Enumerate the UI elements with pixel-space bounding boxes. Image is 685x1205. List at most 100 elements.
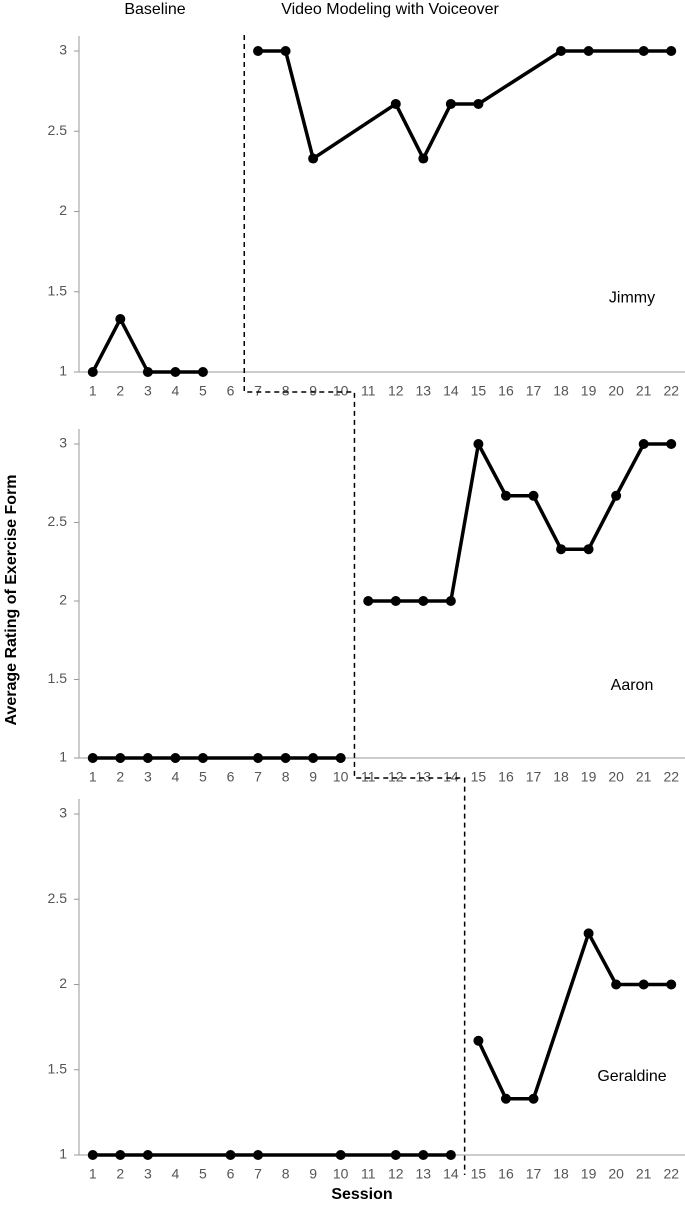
x-tick-label: 15 [471, 769, 487, 785]
data-point [280, 753, 291, 763]
phase-change-line [243, 35, 466, 1175]
data-point [500, 490, 511, 501]
data-point [638, 979, 649, 990]
x-tick-label: 6 [227, 769, 235, 785]
x-tick-label: 5 [199, 769, 207, 785]
x-tick-label: 2 [116, 769, 124, 785]
x-tick-label: 8 [282, 769, 290, 785]
y-tick-label: 1.5 [48, 670, 68, 686]
data-point [253, 1150, 264, 1160]
x-tick-label: 1 [89, 383, 97, 399]
data-line [258, 49, 672, 161]
x-tick-label: 19 [581, 383, 597, 399]
data-line [91, 317, 203, 374]
data-point [335, 1150, 346, 1160]
data-point [308, 153, 319, 164]
x-tick-label: 12 [388, 769, 404, 785]
x-tick-label: 8 [282, 383, 290, 399]
data-point [115, 1150, 126, 1160]
x-tick-label: 4 [172, 769, 180, 785]
x-tick-label: 4 [172, 383, 180, 399]
y-tick-label: 1 [59, 363, 67, 379]
x-tick-label: 17 [526, 769, 542, 785]
x-tick-label: 20 [608, 383, 624, 399]
x-tick-label: 12 [388, 383, 404, 399]
panel-label: Jimmy [609, 289, 655, 306]
data-point [115, 753, 126, 763]
data-point [142, 753, 153, 763]
x-tick-label: 21 [636, 383, 652, 399]
x-tick-label: 16 [498, 769, 514, 785]
x-tick-label: 20 [608, 1166, 624, 1182]
x-tick-label: 6 [227, 1166, 235, 1182]
x-tick-label: 22 [663, 1166, 679, 1182]
y-tick-label: 1.5 [48, 282, 68, 298]
x-tick-label: 7 [254, 769, 262, 785]
x-tick-label: 1 [89, 769, 97, 785]
data-point [253, 46, 264, 56]
data-point [335, 753, 346, 763]
data-point [418, 153, 429, 164]
data-point [390, 596, 401, 606]
data-point [638, 46, 649, 56]
data-point [142, 367, 153, 377]
x-tick-label: 16 [498, 1166, 514, 1182]
data-point [473, 439, 484, 449]
x-tick-label: 14 [443, 769, 459, 785]
x-tick-label: 10 [333, 769, 349, 785]
data-point [87, 367, 98, 377]
x-tick-label: 15 [471, 1166, 487, 1182]
x-tick-label: 14 [443, 383, 459, 399]
x-tick-label: 10 [333, 383, 349, 399]
x-tick-label: 19 [581, 1166, 597, 1182]
x-tick-label: 9 [309, 383, 317, 399]
data-point [225, 1150, 236, 1160]
data-point [253, 753, 264, 763]
data-point [197, 367, 208, 377]
x-tick-label: 9 [309, 1166, 317, 1182]
x-tick-label: 1 [89, 1166, 97, 1182]
y-tick-label: 1.5 [48, 1060, 68, 1076]
data-point [666, 439, 677, 449]
y-tick-label: 2 [59, 975, 67, 991]
x-tick-label: 21 [636, 769, 652, 785]
phase-label: Baseline [124, 1, 185, 18]
data-point [87, 1150, 98, 1160]
data-point [528, 490, 539, 501]
x-tick-label: 17 [526, 1166, 542, 1182]
data-point [308, 753, 319, 763]
x-tick-label: 16 [498, 383, 514, 399]
x-tick-label: 12 [388, 1166, 404, 1182]
y-tick-label: 3 [59, 435, 67, 451]
y-tick-label: 1 [59, 749, 67, 765]
data-point [445, 98, 456, 109]
y-tick-label: 3 [59, 42, 67, 58]
data-point [445, 596, 456, 606]
data-point [390, 1150, 401, 1160]
x-tick-label: 2 [116, 1166, 124, 1182]
data-point [583, 544, 594, 555]
y-tick-label: 1 [59, 1146, 67, 1162]
y-tick-label: 2.5 [48, 890, 68, 906]
x-tick-label: 3 [144, 769, 152, 785]
data-point [666, 979, 677, 990]
data-point [556, 46, 567, 56]
data-point [528, 1093, 539, 1104]
x-tick-label: 22 [663, 383, 679, 399]
data-point [556, 544, 567, 555]
data-point [445, 1150, 456, 1160]
x-tick-label: 18 [553, 383, 569, 399]
y-axis-label: Average Rating of Exercise Form [3, 474, 20, 725]
x-tick-label: 7 [254, 1166, 262, 1182]
data-point [583, 46, 594, 56]
data-point [170, 753, 181, 763]
x-tick-label: 9 [309, 769, 317, 785]
y-tick-label: 2 [59, 592, 67, 608]
data-point [418, 596, 429, 606]
x-tick-label: 10 [333, 1166, 349, 1182]
x-tick-label: 3 [144, 1166, 152, 1182]
x-tick-label: 20 [608, 769, 624, 785]
x-tick-label: 21 [636, 1166, 652, 1182]
